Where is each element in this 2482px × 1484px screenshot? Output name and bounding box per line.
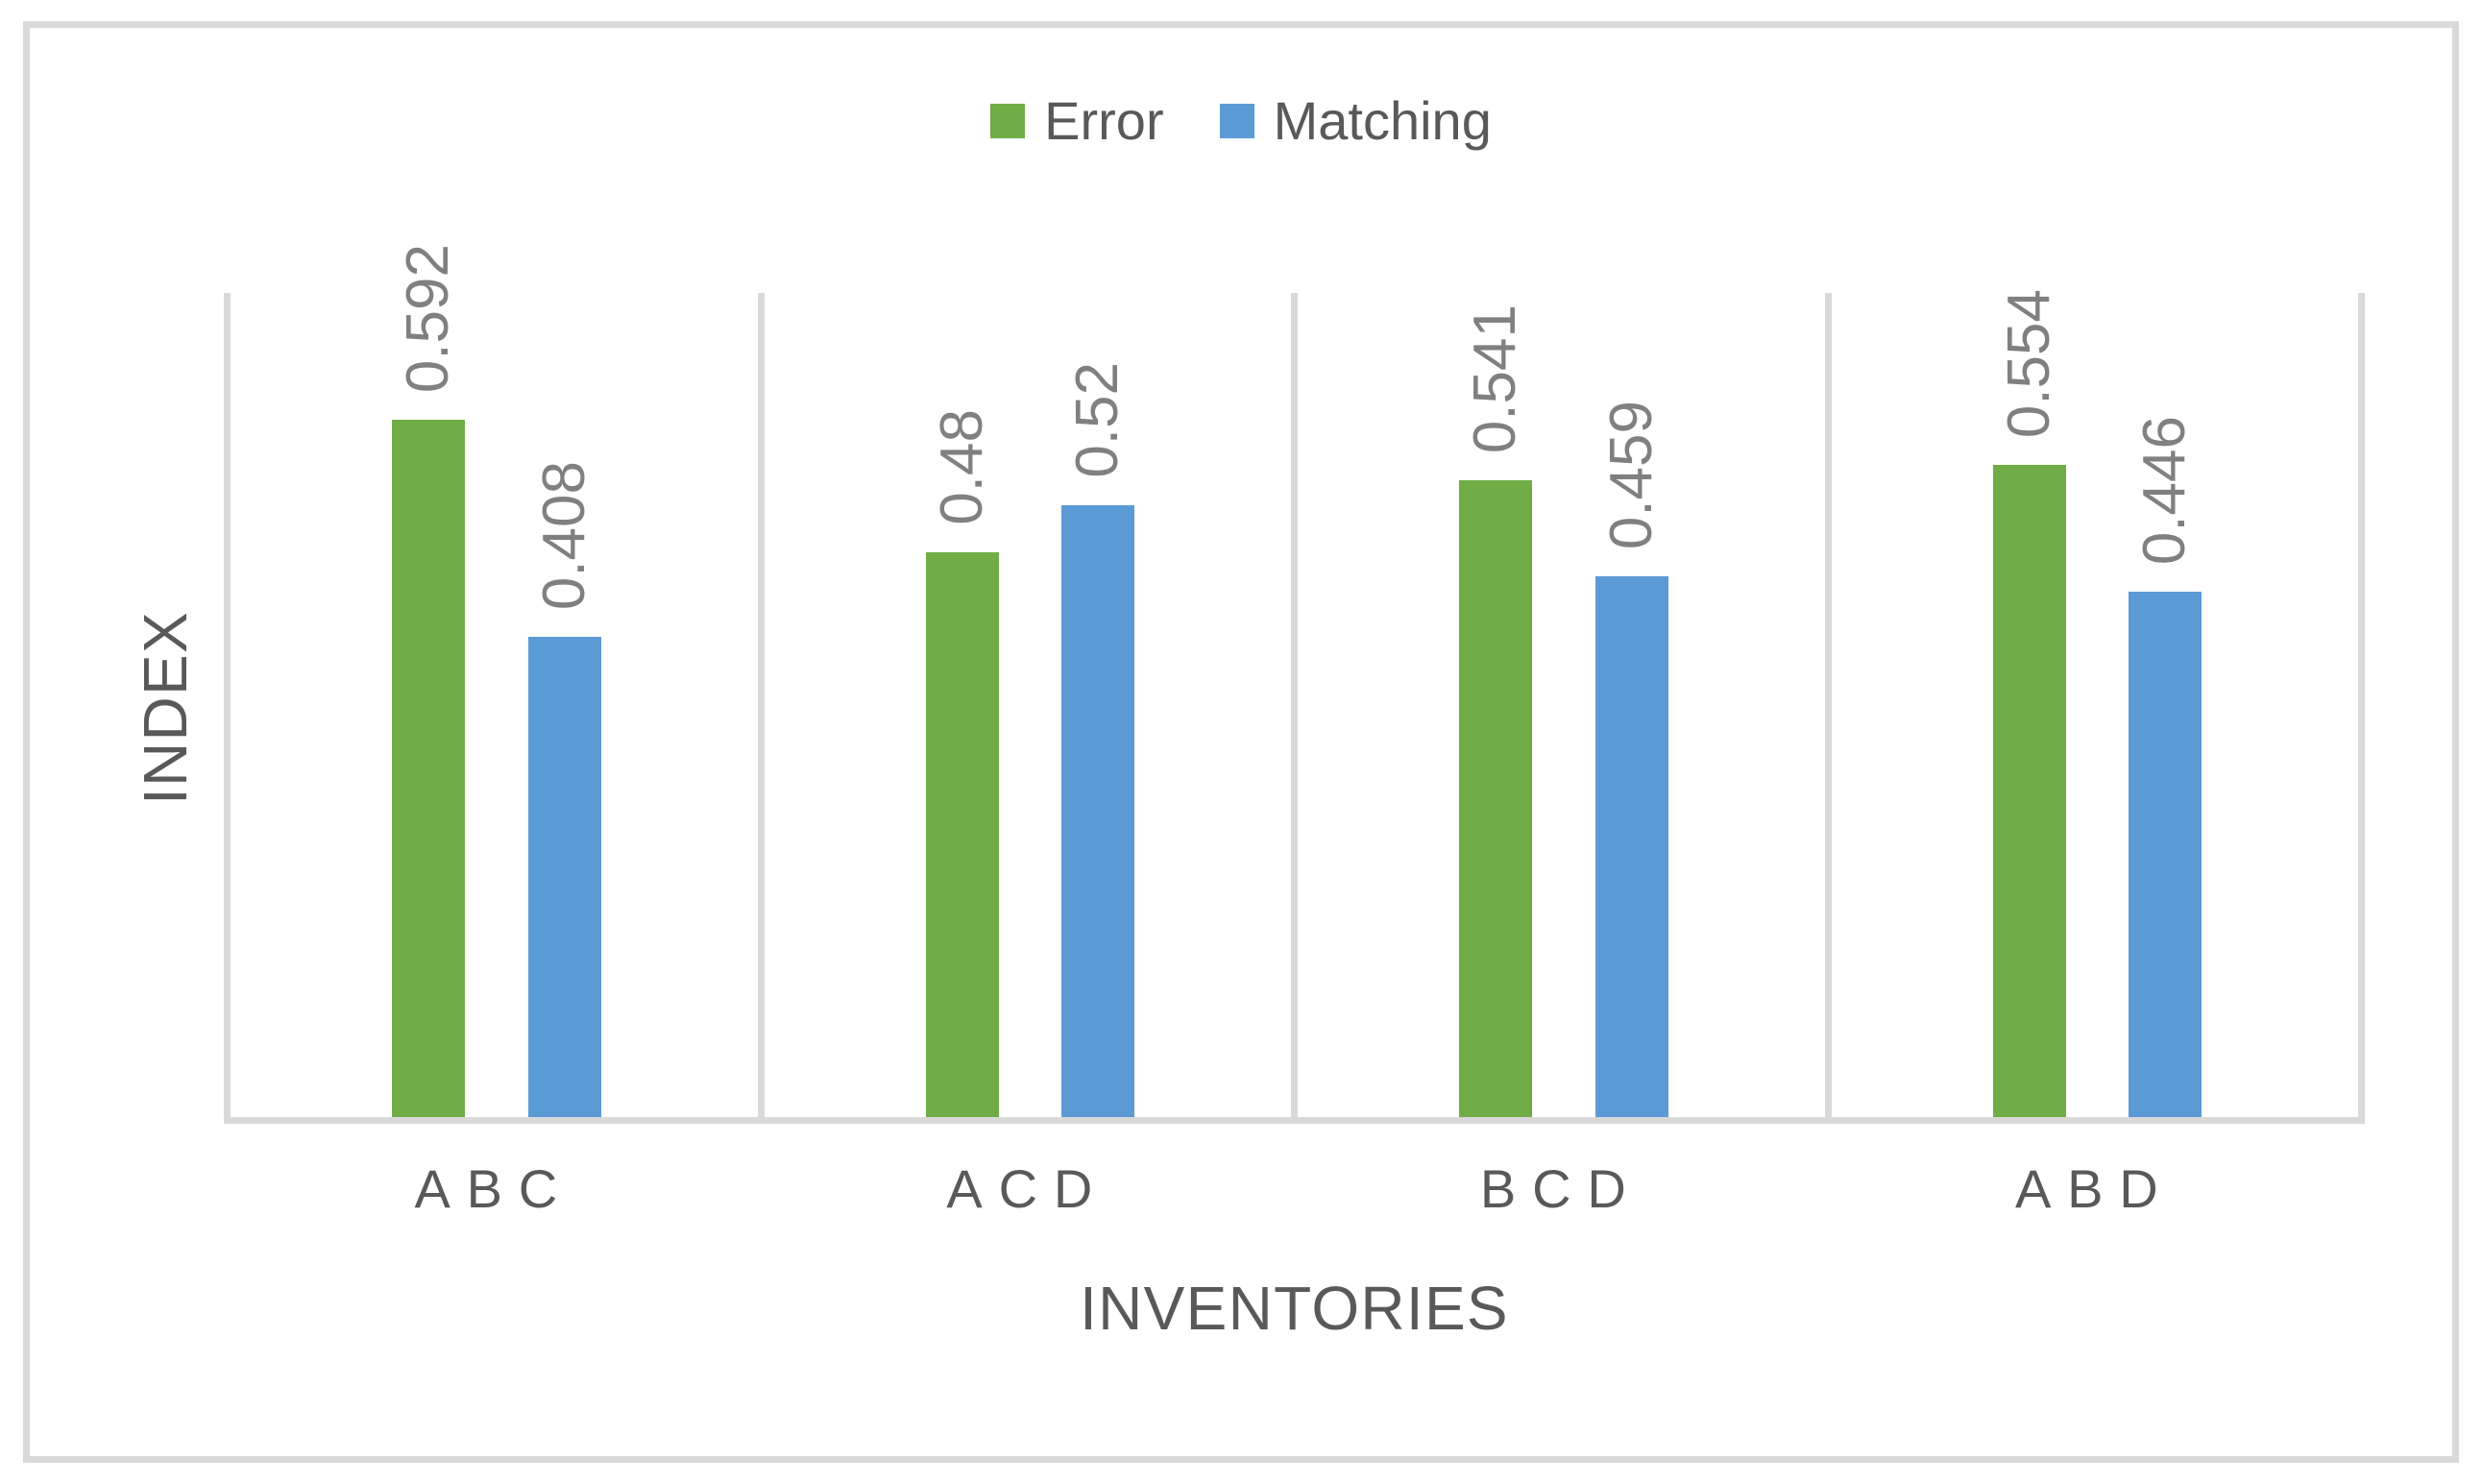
legend-label: Error bbox=[1044, 90, 1164, 151]
category-group-acd: 0.48 0.52 ACD bbox=[765, 293, 1298, 1219]
legend-item-error: Error bbox=[990, 90, 1164, 151]
bar-value-label: 0.592 bbox=[395, 244, 462, 394]
bar-error-abc bbox=[392, 420, 466, 1117]
bar-value-label: 0.554 bbox=[1995, 288, 2062, 438]
legend: Error Matching bbox=[0, 94, 2482, 148]
bar-value-label: 0.446 bbox=[2131, 416, 2199, 566]
bar-matching-bcd bbox=[1594, 576, 1668, 1117]
category-group-abd: 0.554 0.446 ABD bbox=[1832, 289, 2359, 1219]
bar-error-abd bbox=[1992, 464, 2066, 1117]
category-group-bcd: 0.541 0.459 BCD bbox=[1298, 293, 1832, 1219]
y-axis-title: INDEX bbox=[131, 611, 200, 806]
bar-value-label: 0.408 bbox=[530, 460, 597, 610]
category-label-abc: ABC bbox=[414, 1158, 574, 1219]
bar-value-label: 0.52 bbox=[1064, 361, 1132, 478]
legend-swatch-matching bbox=[1219, 104, 1254, 138]
bar-value-label: 0.541 bbox=[1462, 304, 1529, 453]
bar-value-label: 0.459 bbox=[1597, 401, 1665, 550]
category-label-acd: ACD bbox=[946, 1158, 1109, 1219]
legend-label: Matching bbox=[1273, 90, 1492, 151]
bar-error-bcd bbox=[1459, 479, 1533, 1117]
x-axis-title: INVENTORIES bbox=[1080, 1274, 1509, 1343]
bar-matching-abc bbox=[527, 636, 601, 1117]
bar-value-label: 0.48 bbox=[928, 409, 995, 525]
bar-matching-acd bbox=[1061, 504, 1135, 1117]
bar-matching-abd bbox=[2129, 592, 2202, 1117]
bar-error-acd bbox=[925, 551, 999, 1117]
category-label-bcd: BCD bbox=[1479, 1158, 1642, 1219]
plot-area: 0.592 0.408 ABC 0.48 0.52 ACD 0.541 0.459 BCD 0.5… bbox=[224, 244, 2365, 1219]
category-group-abc: 0.592 0.408 ABC bbox=[231, 244, 765, 1219]
legend-item-matching: Matching bbox=[1219, 90, 1492, 151]
legend-swatch-error bbox=[990, 104, 1026, 138]
category-label-abd: ABD bbox=[2014, 1158, 2175, 1219]
